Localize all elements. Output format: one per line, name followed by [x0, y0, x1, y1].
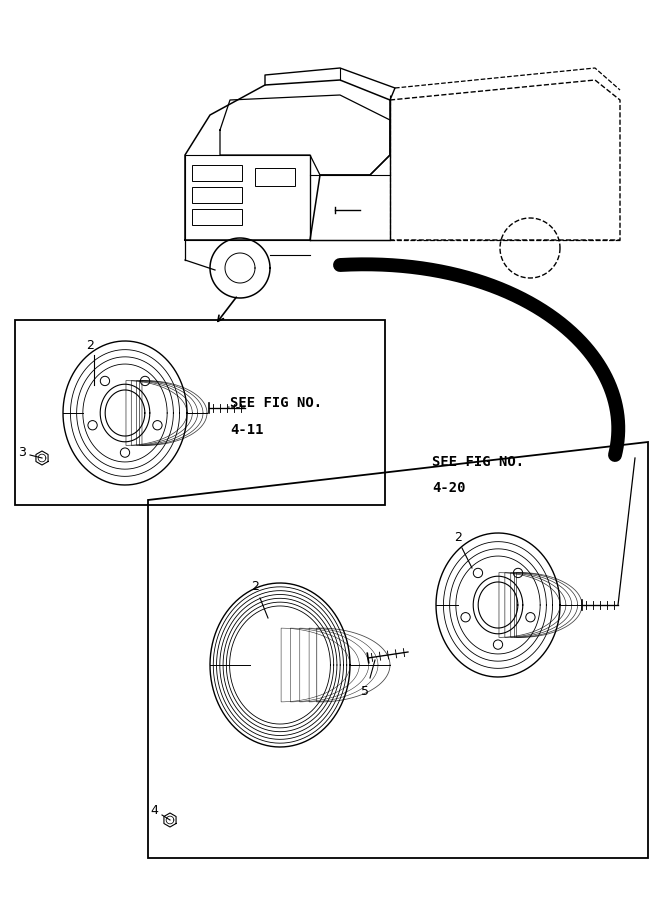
Circle shape: [88, 420, 97, 430]
Text: 4: 4: [150, 804, 158, 816]
Text: 2: 2: [86, 339, 94, 352]
Circle shape: [140, 376, 149, 385]
Text: 3: 3: [18, 446, 26, 458]
Circle shape: [461, 613, 470, 622]
Text: 2: 2: [251, 580, 259, 593]
Bar: [192, 187, 242, 203]
Text: 2: 2: [454, 531, 462, 544]
Bar: [192, 209, 242, 225]
Bar: [192, 165, 242, 181]
Text: SEE FIG NO.: SEE FIG NO.: [432, 455, 524, 469]
Circle shape: [120, 448, 129, 457]
Text: SEE FIG NO.: SEE FIG NO.: [230, 396, 322, 410]
Bar: [15, 320, 385, 505]
Text: 4-11: 4-11: [230, 423, 263, 437]
Circle shape: [526, 613, 535, 622]
Circle shape: [514, 568, 523, 578]
Text: 5: 5: [361, 685, 369, 698]
Bar: [255, 168, 295, 186]
Text: 4-20: 4-20: [432, 481, 466, 495]
Circle shape: [474, 568, 483, 578]
Circle shape: [153, 420, 162, 430]
Circle shape: [494, 640, 503, 649]
Circle shape: [100, 376, 109, 385]
